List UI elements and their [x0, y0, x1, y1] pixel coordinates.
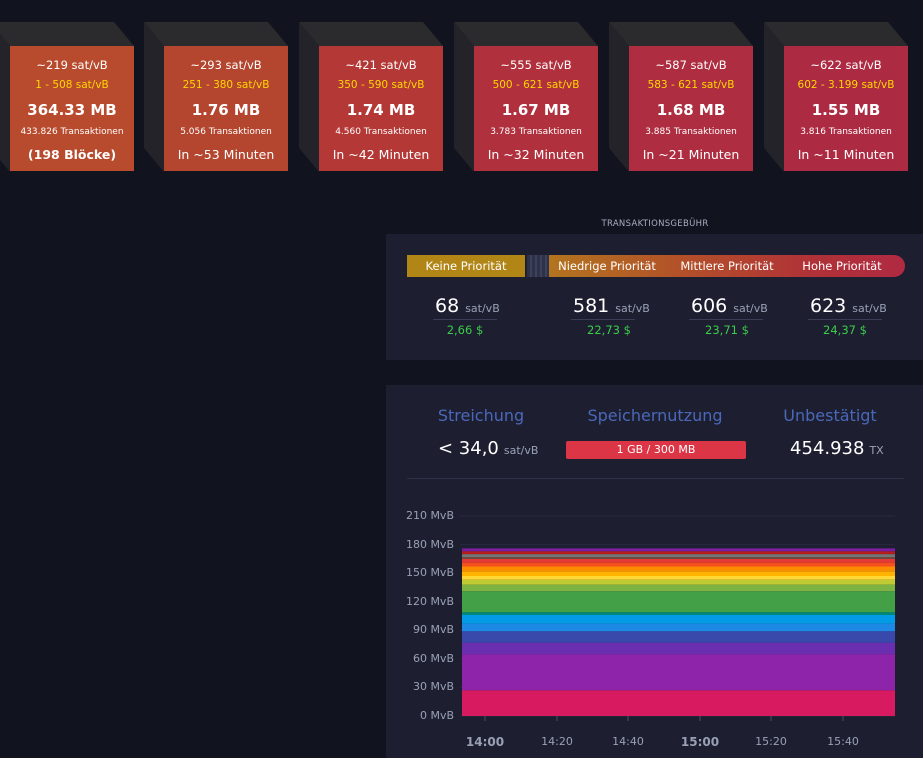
fee-high: 623 sat/vB [810, 295, 887, 317]
fees-title: TRANSAKTIONSGEBÜHR [601, 219, 709, 229]
fee-usd-high: 24,37 $ [823, 323, 867, 337]
x-tick-label: 15:00 [680, 735, 720, 749]
priority-gap [527, 255, 549, 277]
block-face: ~293 sat/vB 251 - 380 sat/vB 1.76 MB 5.056 … [164, 46, 288, 171]
mempool-block[interactable]: ~421 sat/vB 350 - 590 sat/vB 1.74 MB 4.560 … [299, 22, 443, 172]
block-fee-range: 350 - 590 sat/vB [337, 79, 425, 91]
fee-none: 68 sat/vB [435, 295, 500, 317]
block-tx-count: 433.826 Transaktionen [20, 127, 124, 137]
purging-value: < 34,0 sat/vB [438, 438, 539, 459]
block-tx-count: 3.885 Transaktionen [645, 127, 737, 137]
block-side [299, 22, 319, 172]
y-tick-label: 90 MvB [412, 623, 454, 637]
block-top [609, 22, 753, 46]
block-median-fee: ~421 sat/vB [345, 58, 417, 72]
block-eta: In ~32 Minuten [487, 147, 585, 162]
block-face: ~219 sat/vB 1 - 508 sat/vB 364.33 MB 433.82… [10, 46, 134, 171]
x-tick-label: 15:20 [755, 735, 787, 748]
block-median-fee: ~622 sat/vB [810, 58, 882, 72]
block-top [764, 22, 908, 46]
block-fee-range: 602 - 3.199 sat/vB [797, 79, 895, 91]
block-fee-range: 251 - 380 sat/vB [182, 79, 270, 91]
block-size: 364.33 MB [27, 101, 117, 119]
block-face: ~555 sat/vB 500 - 621 sat/vB 1.67 MB 3.783 … [474, 46, 598, 171]
block-size: 1.55 MB [811, 101, 881, 119]
block-tx-count: 4.560 Transaktionen [335, 127, 427, 137]
block-eta: In ~21 Minuten [642, 147, 740, 162]
purging-title: Streichung [437, 406, 525, 425]
fee-usd-low: 22,73 $ [587, 323, 631, 337]
x-tick-label: 14:40 [612, 735, 644, 748]
block-median-fee: ~293 sat/vB [190, 58, 262, 72]
y-tick-label: 150 MvB [405, 566, 454, 580]
block-median-fee: ~219 sat/vB [36, 58, 108, 72]
fee-medium: 606 sat/vB [691, 295, 768, 317]
priority-medium: Mittlere Priorität [680, 259, 774, 273]
y-tick-label: 0 MvB [419, 709, 454, 722]
block-median-fee: ~587 sat/vB [655, 58, 727, 72]
block-size: 1.76 MB [191, 101, 261, 119]
block-size: 1.74 MB [346, 101, 416, 119]
block-eta: In ~11 Minuten [797, 147, 895, 162]
block-top [454, 22, 598, 46]
block-tx-count: 3.816 Transaktionen [800, 127, 892, 137]
block-face: ~421 sat/vB 350 - 590 sat/vB 1.74 MB 4.560 … [319, 46, 443, 171]
block-eta: In ~42 Minuten [332, 147, 430, 162]
priority-high: Hohe Priorität [802, 259, 882, 273]
y-tick-label: 30 MvB [412, 680, 454, 694]
block-side [609, 22, 629, 172]
divider [407, 478, 904, 479]
mempool-block[interactable]: ~555 sat/vB 500 - 621 sat/vB 1.67 MB 3.783 … [454, 22, 598, 172]
unconfirmed-title: Unbestätigt [783, 406, 877, 425]
x-tick-label: 14:20 [541, 735, 573, 748]
fee-usd-medium: 23,71 $ [705, 323, 749, 337]
fee-usd-none: 2,66 $ [446, 323, 484, 337]
fee-underline [689, 319, 763, 320]
block-top [0, 22, 134, 46]
unconfirmed-value: 454.938 TX [790, 438, 884, 459]
block-eta: In ~53 Minuten [177, 147, 275, 162]
block-median-fee: ~555 sat/vB [500, 58, 572, 72]
block-fee-range: 583 - 621 sat/vB [647, 79, 735, 91]
fee-underline [808, 319, 882, 320]
mempool-block[interactable]: ~587 sat/vB 583 - 621 sat/vB 1.68 MB 3.885 … [609, 22, 753, 172]
priority-low: Niedrige Priorität [558, 259, 656, 273]
priority-bar [549, 255, 905, 277]
memory-title: Speichernutzung [587, 406, 723, 425]
y-tick-label: 210 MvB [405, 509, 454, 522]
block-face: ~622 sat/vB 602 - 3.199 sat/vB 1.55 MB 3.81… [784, 46, 908, 171]
block-side [144, 22, 164, 172]
block-top [299, 22, 443, 46]
fee-underline [433, 319, 497, 320]
fee-low: 581 sat/vB [573, 295, 650, 317]
block-size: 1.67 MB [501, 101, 571, 119]
block-fee-range: 500 - 621 sat/vB [492, 79, 580, 91]
y-tick-label: 180 MvB [405, 537, 454, 551]
block-face: ~587 sat/vB 583 - 621 sat/vB 1.68 MB 3.885 … [629, 46, 753, 171]
block-fee-range: 1 - 508 sat/vB [35, 79, 109, 91]
mempool-block[interactable]: ~219 sat/vB 1 - 508 sat/vB 364.33 MB 433.82… [0, 22, 134, 172]
y-tick-label: 60 MvB [412, 651, 454, 665]
block-tx-count: 5.056 Transaktionen [180, 127, 272, 137]
block-tx-count: 3.783 Transaktionen [490, 127, 582, 137]
y-tick-label: 120 MvB [405, 594, 454, 608]
mempool-block[interactable]: ~293 sat/vB 251 - 380 sat/vB 1.76 MB 5.056 … [144, 22, 288, 172]
block-eta: (198 Blöcke) [27, 147, 117, 162]
mempool-block[interactable]: ~622 sat/vB 602 - 3.199 sat/vB 1.55 MB 3.81… [764, 22, 908, 172]
block-size: 1.68 MB [656, 101, 726, 119]
block-side [764, 22, 784, 172]
block-side [454, 22, 474, 172]
x-tick-label: 15:40 [827, 735, 859, 748]
priority-none: Keine Priorität [407, 255, 525, 277]
fee-underline [571, 319, 635, 320]
block-side [0, 22, 10, 172]
block-top [144, 22, 288, 46]
x-tick-label: 14:00 [465, 735, 505, 749]
memory-usage-bar: 1 GB / 300 MB [566, 441, 746, 459]
